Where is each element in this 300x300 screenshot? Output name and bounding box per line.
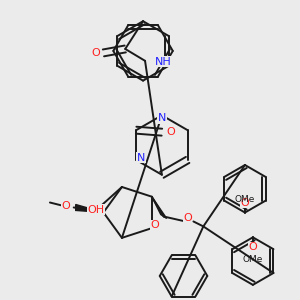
Text: O: O — [91, 48, 100, 58]
Text: OMe: OMe — [243, 255, 263, 264]
Text: O: O — [241, 198, 249, 208]
Text: O: O — [167, 127, 175, 137]
Text: O: O — [150, 220, 159, 230]
Text: O: O — [248, 242, 257, 252]
Polygon shape — [152, 197, 167, 218]
Polygon shape — [76, 205, 103, 212]
Text: O: O — [61, 202, 70, 212]
Text: O: O — [183, 214, 192, 224]
Text: N: N — [137, 153, 145, 163]
Text: OH: OH — [88, 205, 105, 215]
Text: NH: NH — [155, 57, 172, 67]
Text: OMe: OMe — [235, 195, 255, 204]
Text: N: N — [158, 113, 166, 123]
